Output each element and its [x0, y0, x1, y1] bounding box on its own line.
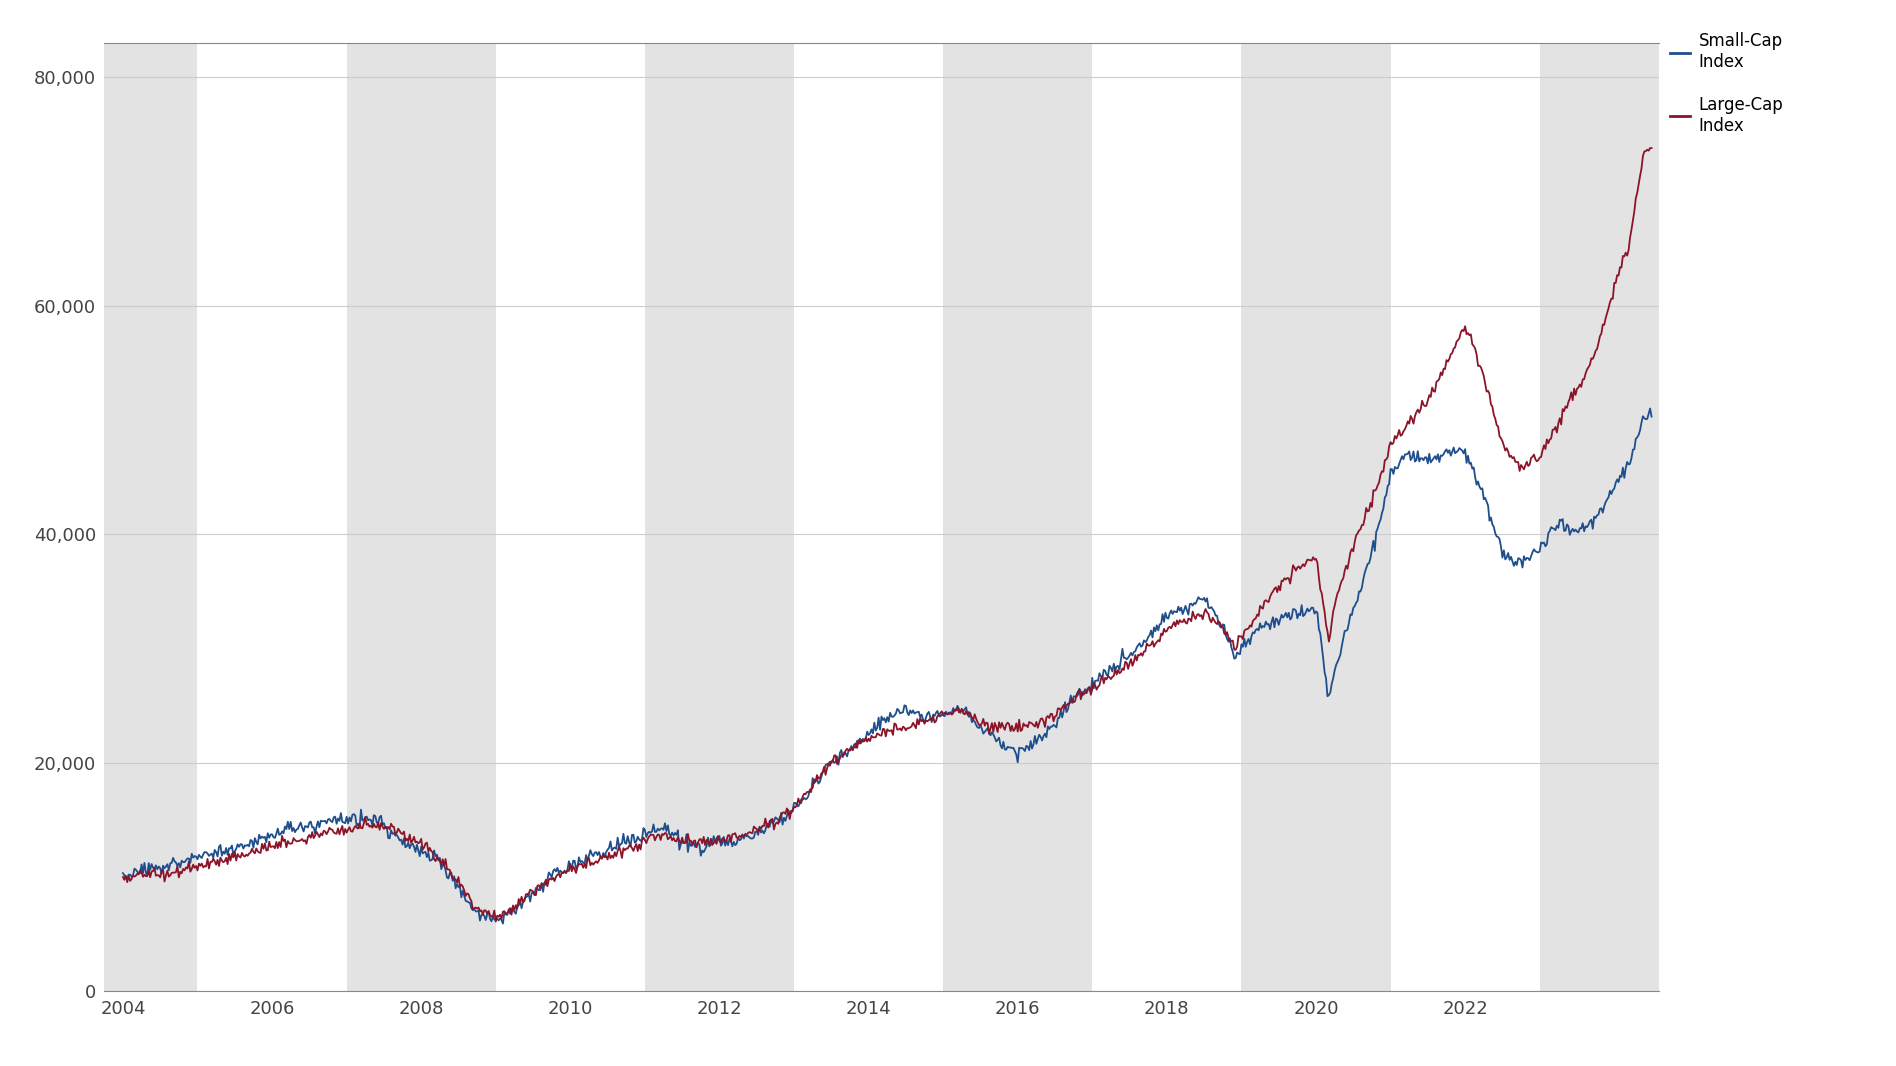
Bar — [645, 43, 794, 991]
Bar — [104, 43, 197, 991]
Bar — [942, 43, 1092, 991]
Bar — [347, 43, 495, 991]
Legend: Small-Cap
Index, Large-Cap
Index: Small-Cap Index, Large-Cap Index — [1670, 32, 1784, 134]
Bar — [1540, 43, 1659, 991]
Bar — [1242, 43, 1390, 991]
